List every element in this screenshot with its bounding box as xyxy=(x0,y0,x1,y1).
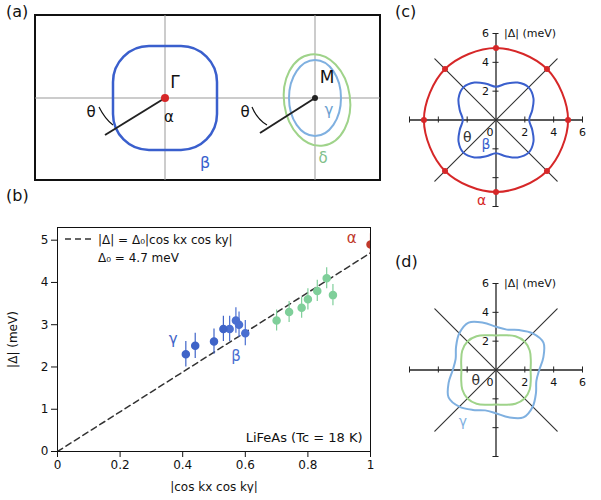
html-text:(d): (d) xyxy=(395,252,418,271)
svg-text:M: M xyxy=(320,67,335,87)
svg-text:2: 2 xyxy=(521,126,528,139)
html-text:(c): (c) xyxy=(395,2,417,21)
svg-text:θ: θ xyxy=(240,103,249,121)
svg-text:β: β xyxy=(231,347,241,365)
svg-text:α: α xyxy=(347,229,357,247)
svg-text:6: 6 xyxy=(579,126,586,139)
html-text:|Δ| = Δ₀|cos kx cos ky|: |Δ| = Δ₀|cos kx cos ky| xyxy=(98,233,233,247)
svg-text:4: 4 xyxy=(482,306,489,319)
svg-text:0.6: 0.6 xyxy=(236,458,255,472)
svg-text:α: α xyxy=(164,108,174,126)
svg-text:LiFeAs (Tc = 18 K): LiFeAs (Tc = 18 K) xyxy=(246,430,363,445)
svg-text:0.4: 0.4 xyxy=(173,458,192,472)
svg-text:2: 2 xyxy=(41,360,49,374)
svg-text:1: 1 xyxy=(367,458,375,472)
svg-text:θ: θ xyxy=(463,129,472,145)
svg-text:|Δ| (meV): |Δ| (meV) xyxy=(6,311,20,368)
svg-text:2: 2 xyxy=(482,335,489,348)
svg-text:6: 6 xyxy=(579,376,586,389)
svg-text:δ: δ xyxy=(318,149,327,167)
svg-text:α: α xyxy=(477,192,486,208)
html-text:Δ₀ = 4.7 meV: Δ₀ = 4.7 meV xyxy=(98,251,179,265)
svg-text:0: 0 xyxy=(54,458,62,472)
svg-text:θ: θ xyxy=(86,103,95,121)
svg-text:6: 6 xyxy=(482,27,489,40)
svg-text:4: 4 xyxy=(41,275,49,289)
svg-text:4: 4 xyxy=(550,376,557,389)
svg-text:5: 5 xyxy=(41,233,49,247)
svg-text:θ: θ xyxy=(472,372,481,388)
html-text:(b): (b) xyxy=(6,186,29,205)
svg-text:Γ: Γ xyxy=(170,72,180,92)
svg-text:4: 4 xyxy=(550,126,557,139)
svg-text:2: 2 xyxy=(482,85,489,98)
html-text:(a): (a) xyxy=(6,2,29,21)
svg-text:6: 6 xyxy=(482,277,489,290)
svg-text:|cos kx cos ky|: |cos kx cos ky| xyxy=(170,480,258,494)
svg-text:1: 1 xyxy=(41,402,49,416)
svg-text:0.2: 0.2 xyxy=(111,458,130,472)
svg-text:γ: γ xyxy=(169,330,178,348)
svg-text:3: 3 xyxy=(41,318,49,332)
svg-text:γ: γ xyxy=(459,413,467,429)
svg-text:0.8: 0.8 xyxy=(298,458,317,472)
svg-text:γ: γ xyxy=(325,101,334,119)
svg-text:|Δ| (meV): |Δ| (meV) xyxy=(504,27,556,40)
svg-text:β: β xyxy=(200,153,210,172)
svg-text:0: 0 xyxy=(486,125,494,139)
svg-text:β: β xyxy=(481,136,490,152)
svg-text:|Δ| (meV): |Δ| (meV) xyxy=(504,277,556,290)
svg-text:2: 2 xyxy=(521,376,528,389)
svg-text:0: 0 xyxy=(41,444,49,458)
svg-text:4: 4 xyxy=(482,56,489,69)
svg-text:0: 0 xyxy=(487,376,494,389)
